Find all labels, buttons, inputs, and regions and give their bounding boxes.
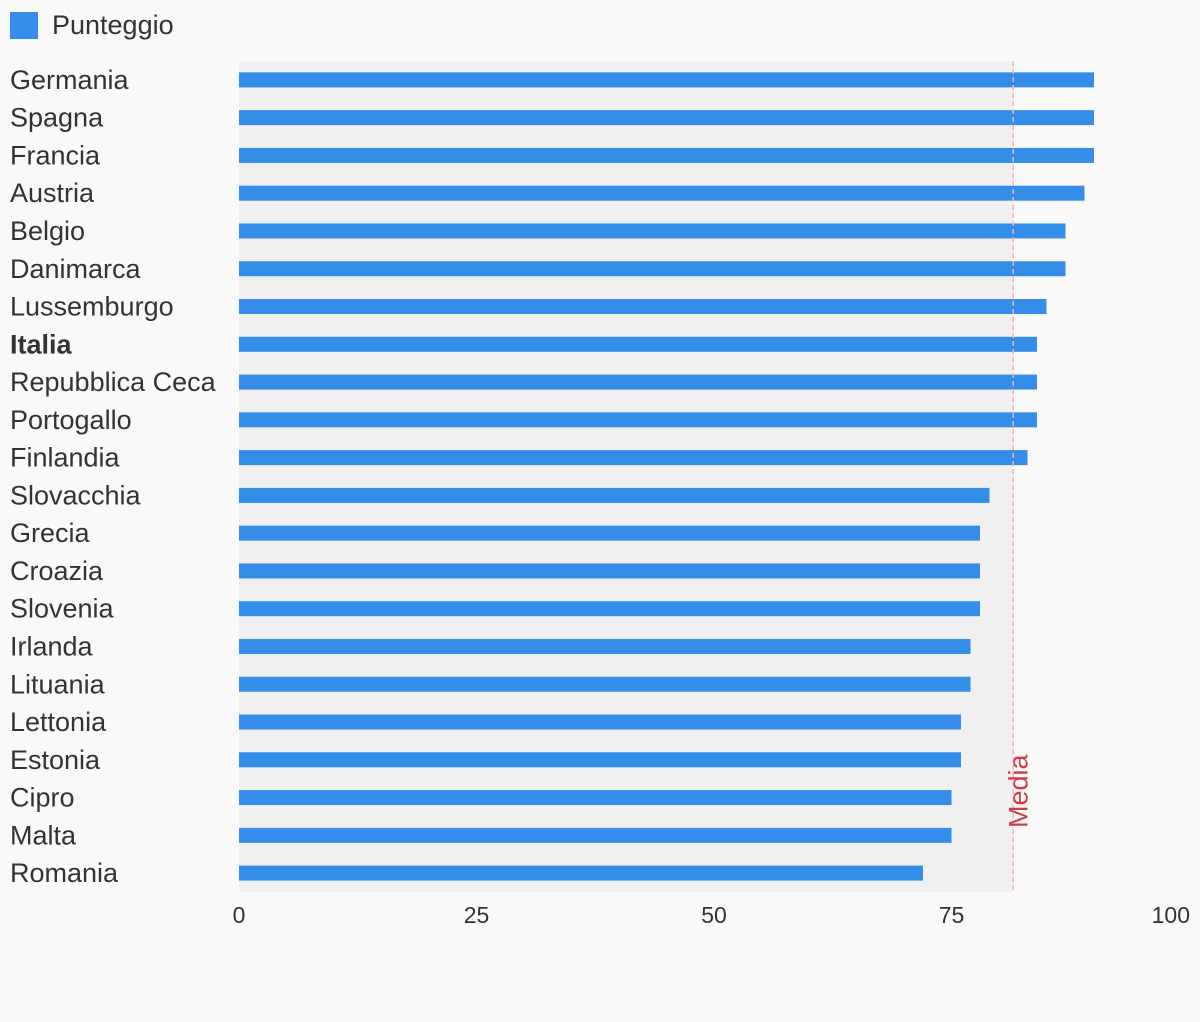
plot-background (239, 61, 1014, 892)
bar-irlanda (239, 638, 971, 654)
bar-grecia (239, 525, 980, 541)
bar-lettonia (239, 714, 961, 730)
category-label: Repubblica Ceca (10, 367, 217, 397)
category-label: Croazia (10, 556, 104, 586)
bar-repubblica-ceca (239, 374, 1037, 390)
category-label: Slovenia (10, 594, 115, 624)
category-label: Romania (10, 858, 119, 888)
bar-italia (239, 336, 1037, 352)
bar-lussemburgo (239, 299, 1047, 315)
category-label: Irlanda (10, 631, 94, 661)
bar-finlandia (239, 450, 1028, 466)
bar-danimarca (239, 261, 1066, 277)
category-label: Cipro (10, 783, 75, 813)
x-tick-label: 50 (701, 902, 727, 928)
bar-slovenia (239, 601, 980, 617)
category-label: Belgio (10, 216, 85, 246)
category-label: Danimarca (10, 254, 142, 284)
bar-austria (239, 185, 1085, 201)
legend: Punteggio (10, 10, 174, 41)
bar-croazia (239, 563, 980, 579)
legend-label: Punteggio (52, 10, 174, 40)
bar-romania (239, 865, 923, 881)
bar-cipro (239, 790, 952, 806)
category-label: Portogallo (10, 405, 132, 435)
legend-swatch (10, 12, 38, 39)
category-label: Spagna (10, 103, 104, 133)
category-label: Grecia (10, 518, 91, 548)
category-label: Francia (10, 140, 101, 170)
bar-spagna (239, 110, 1094, 126)
category-label: Austria (10, 178, 95, 208)
category-label: Lituania (10, 669, 106, 699)
bar-estonia (239, 752, 961, 768)
bar-malta (239, 827, 952, 843)
bar-francia (239, 147, 1094, 163)
category-label: Malta (10, 820, 77, 850)
bar-belgio (239, 223, 1066, 239)
category-label: Estonia (10, 745, 101, 775)
x-tick-label: 0 (233, 902, 246, 928)
x-tick-label: 100 (1152, 902, 1190, 928)
bar-portogallo (239, 412, 1037, 428)
category-label: Germania (10, 65, 130, 95)
bar-slovacchia (239, 487, 990, 503)
x-tick-label: 75 (939, 902, 965, 928)
bar-lituania (239, 676, 971, 692)
category-label: Italia (10, 329, 73, 359)
bar-germania (239, 72, 1094, 88)
x-tick-label: 25 (464, 902, 490, 928)
category-label: Finlandia (10, 443, 121, 473)
media-label: Media (1003, 753, 1033, 828)
category-label: Lussemburgo (10, 292, 174, 322)
category-label: Slovacchia (10, 480, 142, 510)
category-label: Lettonia (10, 707, 107, 737)
